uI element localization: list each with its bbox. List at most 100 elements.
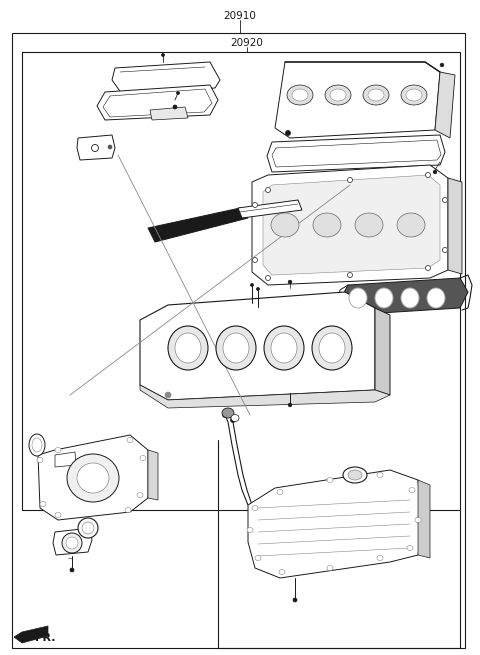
Polygon shape (77, 135, 115, 160)
Polygon shape (97, 85, 218, 120)
Ellipse shape (407, 546, 413, 550)
Ellipse shape (77, 463, 109, 493)
Ellipse shape (252, 257, 257, 263)
Ellipse shape (252, 202, 257, 208)
Ellipse shape (286, 130, 290, 136)
Ellipse shape (443, 198, 447, 202)
Ellipse shape (443, 248, 447, 252)
Ellipse shape (427, 288, 445, 308)
Ellipse shape (377, 555, 383, 561)
Ellipse shape (292, 89, 308, 101)
Ellipse shape (397, 213, 425, 237)
Ellipse shape (55, 512, 61, 517)
Ellipse shape (62, 533, 82, 553)
Ellipse shape (55, 447, 61, 453)
Ellipse shape (265, 276, 271, 280)
Ellipse shape (401, 288, 419, 308)
Polygon shape (248, 470, 422, 578)
Ellipse shape (443, 198, 447, 202)
Ellipse shape (255, 555, 261, 561)
Ellipse shape (348, 272, 352, 278)
Ellipse shape (70, 568, 74, 572)
Polygon shape (148, 208, 248, 242)
Polygon shape (53, 528, 92, 555)
Ellipse shape (173, 105, 177, 109)
Ellipse shape (288, 280, 292, 284)
Ellipse shape (265, 276, 271, 280)
Polygon shape (150, 107, 188, 120)
Ellipse shape (108, 145, 112, 149)
Polygon shape (38, 435, 148, 520)
Ellipse shape (443, 248, 447, 252)
Ellipse shape (137, 493, 143, 498)
Ellipse shape (222, 408, 234, 418)
Ellipse shape (377, 472, 383, 477)
Ellipse shape (327, 565, 333, 571)
Ellipse shape (440, 63, 444, 67)
Ellipse shape (223, 413, 228, 417)
Polygon shape (418, 480, 430, 558)
Ellipse shape (92, 145, 98, 151)
Ellipse shape (409, 487, 415, 493)
Ellipse shape (425, 172, 431, 178)
Ellipse shape (177, 92, 180, 94)
Ellipse shape (277, 489, 283, 495)
Ellipse shape (330, 89, 346, 101)
Ellipse shape (66, 537, 78, 549)
Ellipse shape (32, 438, 42, 452)
Polygon shape (252, 165, 448, 285)
Ellipse shape (251, 284, 253, 286)
Ellipse shape (433, 170, 437, 174)
Ellipse shape (175, 333, 201, 363)
Ellipse shape (92, 145, 98, 151)
Ellipse shape (325, 85, 351, 105)
Ellipse shape (348, 178, 352, 183)
Ellipse shape (223, 333, 249, 363)
Ellipse shape (348, 470, 362, 480)
Ellipse shape (425, 265, 431, 271)
Ellipse shape (288, 403, 292, 407)
Ellipse shape (349, 288, 367, 308)
Ellipse shape (230, 417, 236, 422)
Polygon shape (55, 452, 76, 467)
Polygon shape (275, 62, 440, 138)
Ellipse shape (40, 502, 46, 506)
Ellipse shape (82, 522, 94, 534)
Ellipse shape (271, 333, 297, 363)
Polygon shape (12, 33, 465, 648)
Ellipse shape (319, 333, 345, 363)
Ellipse shape (279, 569, 285, 574)
Ellipse shape (313, 213, 341, 237)
Ellipse shape (252, 257, 257, 263)
Polygon shape (112, 62, 220, 94)
Ellipse shape (252, 202, 257, 208)
Ellipse shape (327, 477, 333, 483)
Ellipse shape (264, 326, 304, 370)
Polygon shape (148, 450, 158, 500)
Ellipse shape (168, 326, 208, 370)
Ellipse shape (363, 85, 389, 105)
Ellipse shape (252, 506, 258, 510)
Text: 20920: 20920 (230, 38, 264, 48)
Ellipse shape (231, 415, 239, 422)
Ellipse shape (415, 517, 421, 523)
Polygon shape (263, 175, 440, 275)
Ellipse shape (375, 288, 393, 308)
Ellipse shape (78, 518, 98, 538)
Ellipse shape (343, 467, 367, 483)
Ellipse shape (348, 178, 352, 183)
Ellipse shape (140, 455, 146, 460)
Ellipse shape (265, 187, 271, 193)
Ellipse shape (67, 454, 119, 502)
Ellipse shape (37, 457, 43, 462)
Polygon shape (14, 626, 48, 643)
Ellipse shape (348, 272, 352, 278)
Ellipse shape (406, 89, 422, 101)
Ellipse shape (312, 326, 352, 370)
Text: FR.: FR. (35, 633, 56, 643)
Polygon shape (238, 200, 302, 218)
Ellipse shape (161, 54, 165, 56)
Polygon shape (340, 278, 468, 315)
Ellipse shape (247, 527, 253, 533)
Polygon shape (140, 292, 375, 400)
